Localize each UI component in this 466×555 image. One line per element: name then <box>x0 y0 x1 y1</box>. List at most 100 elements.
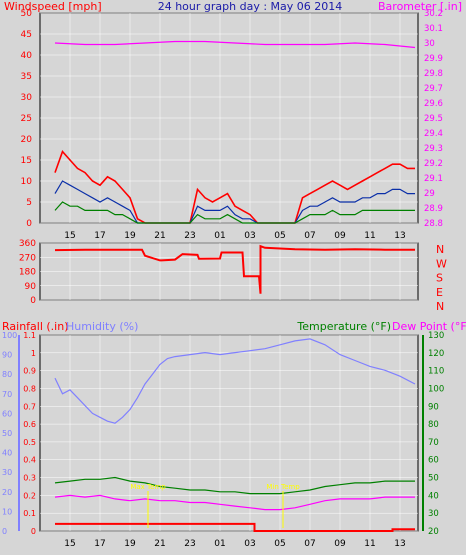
rainfall-tick-label: 0.2 <box>23 491 36 500</box>
barometer-tick-label: 29.4 <box>424 129 443 139</box>
climate-x-tick-label: 19 <box>124 539 136 549</box>
windspeed-tick-label: 15 <box>21 156 32 166</box>
climate-x-tick-label: 09 <box>334 539 346 549</box>
wind-x-tick-label: 09 <box>334 231 346 241</box>
series-dew <box>54 494 415 511</box>
wind-x-tick-label: 19 <box>124 231 136 241</box>
temperature-tick-label: 40 <box>428 491 439 501</box>
rainfall-tick-label: 0.8 <box>23 384 36 393</box>
wind-series <box>54 40 416 224</box>
rainfall-tick-label: 0.4 <box>23 456 36 465</box>
windspeed-tick-label: 10 <box>21 177 33 187</box>
rainfall-tick-label: 0.5 <box>23 438 36 447</box>
direction-degree-label: 360 <box>19 239 36 249</box>
rainfall-tick-label: 0.1 <box>23 509 36 518</box>
chart-title: 24 hour graph day : May 06 2014 <box>158 0 343 13</box>
rainfall-tick-label: 0.3 <box>23 474 36 483</box>
climate-panel-frame <box>39 334 419 532</box>
humidity-tick-label: 20 <box>2 488 12 497</box>
windspeed-axis-label: Windspeed [mph] <box>4 0 102 13</box>
wind-panel-grid <box>40 12 418 224</box>
temperature-tick-label: 120 <box>428 349 444 359</box>
temperature-ticks: 20 30 40 50 60 70 80 90 100 110 120 130 <box>422 331 444 537</box>
barometer-tick-label: 28.9 <box>424 204 443 214</box>
climate-x-tick-label: 13 <box>394 539 405 549</box>
humidity-tick-label: 10 <box>2 507 12 516</box>
humidity-tick-label: 70 <box>2 390 12 399</box>
rainfall-tick-label: 1 <box>31 349 36 358</box>
series-humidity <box>54 338 416 424</box>
temperature-tick-label: 60 <box>428 456 439 466</box>
windspeed-tick-label: 50 <box>21 9 33 19</box>
humidity-tick-label: 40 <box>2 449 12 458</box>
barometer-tick-label: 29.9 <box>424 54 443 64</box>
humidity-tick-label: 100 <box>2 331 17 340</box>
wind-x-tick-label: 07 <box>304 231 315 241</box>
windspeed-tick-label: 25 <box>21 114 32 124</box>
climate-x-tick-label: 03 <box>244 539 255 549</box>
humidity-axis-label: Humidity (%) <box>66 320 138 333</box>
climate-x-tick-label: 07 <box>304 539 315 549</box>
barometer-tick-label: 29.7 <box>424 84 443 94</box>
temperature-tick-label: 20 <box>428 527 439 537</box>
climate-x-tick-label: 15 <box>64 539 75 549</box>
rainfall-axis-label: Rainfall (.in) <box>2 320 69 333</box>
windspeed-tick-label: 5 <box>26 198 32 208</box>
windspeed-tick-label: 30 <box>21 93 33 103</box>
climate-x-tick-label: 11 <box>364 539 375 549</box>
barometer-tick-label: 29.5 <box>424 114 443 124</box>
temperature-tick-label: 90 <box>428 402 439 412</box>
barometer-tick-label: 30.2 <box>424 9 443 19</box>
climate-x-tick-label: 05 <box>274 539 285 549</box>
climate-series <box>54 338 416 532</box>
barometer-tick-label: 29.3 <box>424 144 443 154</box>
series-low <box>54 201 415 224</box>
humidity-tick-label: 60 <box>2 409 12 418</box>
rainfall-tick-label: 0.7 <box>23 402 36 411</box>
temperature-tick-label: 100 <box>428 384 444 394</box>
windspeed-tick-label: 0 <box>26 219 32 229</box>
series-dir <box>54 244 415 294</box>
temperature-tick-label: 30 <box>428 509 439 519</box>
humidity-tick-label: 30 <box>2 468 12 477</box>
climate-x-tick-label: 23 <box>184 539 195 549</box>
temperature-tick-label: 80 <box>428 420 439 430</box>
wind-x-tick-label: 05 <box>274 231 285 241</box>
climate-x-tick-label: 01 <box>214 539 225 549</box>
rainfall-tick-label: 1.1 <box>23 331 36 340</box>
windspeed-tick-label: 45 <box>21 30 32 40</box>
rainfall-tick-label: 0 <box>31 527 36 536</box>
compass-label: S <box>436 272 443 285</box>
windspeed-tick-label: 35 <box>21 72 32 82</box>
direction-degree-label: 270 <box>19 253 36 263</box>
humidity-tick-label: 80 <box>2 370 12 379</box>
direction-panel-grid <box>40 242 418 301</box>
compass-label: N <box>436 243 444 256</box>
climate-panel-x-ticks: 15 17 19 21 23 01 03 05 07 09 11 13 <box>64 539 405 549</box>
temperature-tick-label: 130 <box>428 331 444 341</box>
series-gust <box>54 150 415 224</box>
series-baro <box>54 40 416 49</box>
compass-label: N <box>436 300 444 313</box>
barometer-ticks: 28.8 28.9 29 29.1 29.2 29.3 29.4 29.5 29.6 29.7 29… <box>424 9 443 229</box>
wind-x-tick-label: 15 <box>64 231 75 241</box>
compass-label: E <box>436 286 443 299</box>
wind-x-tick-label: 03 <box>244 231 255 241</box>
windspeed-ticks: 0 5 10 15 20 25 30 35 40 45 50 <box>21 9 33 229</box>
temperature-annotations: Max Temp Min Temp <box>130 483 300 528</box>
rainfall-ticks: 0 0.1 0.2 0.3 0.4 0.5 0.6 0.7 0.8 0.9 1 1.1 <box>23 331 36 536</box>
series-rain <box>55 522 415 532</box>
temperature-axis-label: Temperature (°F) <box>296 320 391 333</box>
wind-panel-x-ticks: 15 17 19 21 23 01 03 05 07 09 11 13 <box>64 231 405 241</box>
barometer-tick-label: 30.1 <box>424 24 443 34</box>
barometer-tick-label: 29 <box>424 189 435 199</box>
barometer-axis-label: Barometer [.in] <box>378 0 462 13</box>
wind-x-tick-label: 17 <box>94 231 105 241</box>
wind-x-tick-label: 23 <box>184 231 195 241</box>
wind-x-tick-label: 11 <box>364 231 375 241</box>
wind-x-tick-label: 01 <box>214 231 225 241</box>
direction-series <box>54 244 415 294</box>
compass-label: W <box>436 257 447 270</box>
windspeed-tick-label: 40 <box>21 51 33 61</box>
